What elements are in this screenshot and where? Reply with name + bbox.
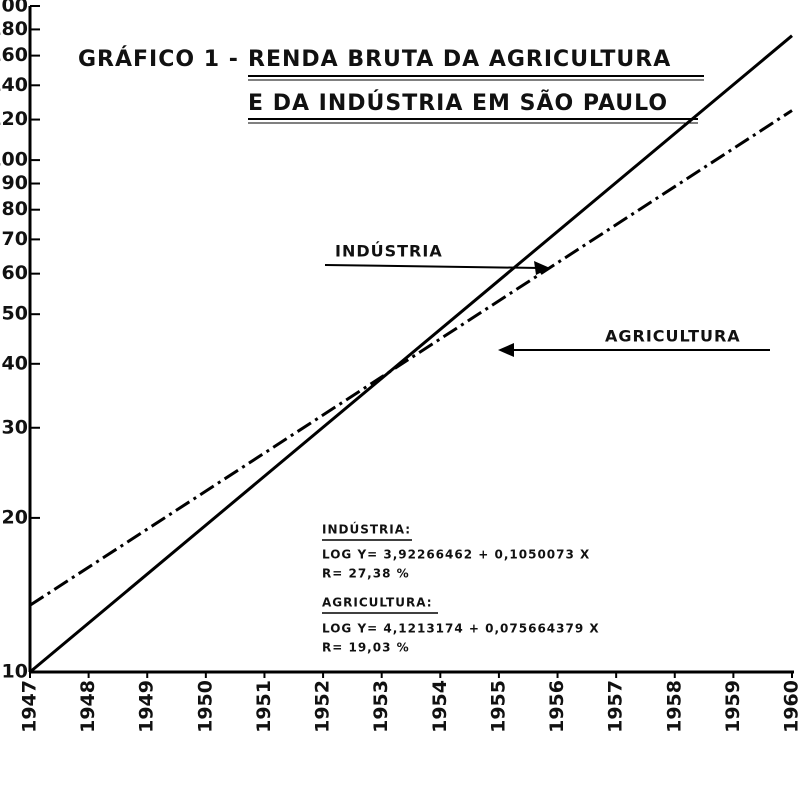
arrow-head	[498, 343, 514, 357]
y-tick-label: 80	[2, 198, 28, 220]
arrow-head	[534, 261, 550, 275]
formula: LOG Y= 3,92266462 + 0,1050073 X	[322, 548, 590, 562]
formula: R= 19,03 %	[322, 641, 410, 655]
x-tick-label: 1949	[136, 680, 158, 733]
x-tick-label: 1952	[312, 680, 334, 733]
y-tick-label: 50	[2, 303, 28, 325]
y-tick-label: 140	[0, 74, 28, 96]
x-tick-label: 1951	[253, 680, 275, 733]
arrow	[324, 264, 541, 269]
y-tick-label: 180	[0, 18, 28, 40]
y-tick-label: 160	[0, 44, 28, 66]
formula-heading: INDÚSTRIA:	[322, 522, 411, 537]
x-tick-label: 1959	[722, 680, 744, 733]
series-line	[29, 109, 793, 607]
y-tick-label: 30	[2, 416, 28, 438]
y-tick-label: 120	[0, 108, 28, 130]
formula: R= 27,38 %	[322, 567, 410, 581]
formula: LOG Y= 4,1213174 + 0,075664379 X	[322, 622, 600, 636]
x-tick-label: 1956	[546, 680, 568, 733]
series-line	[29, 34, 793, 674]
x-tick-label: 1953	[370, 680, 392, 733]
x-tick-label: 1960	[781, 680, 800, 733]
y-tick-label: 200	[0, 0, 28, 17]
y-tick-label: 20	[2, 506, 28, 528]
x-tick-label: 1947	[19, 680, 41, 733]
chart-title: RENDA BRUTA DA AGRICULTURA	[248, 47, 671, 72]
formula-heading: AGRICULTURA:	[322, 596, 433, 610]
x-tick-label: 1957	[605, 680, 627, 733]
x-tick-label: 1955	[487, 680, 509, 733]
chart-title: GRÁFICO 1 -	[78, 46, 239, 72]
series-label: AGRICULTURA	[605, 327, 741, 346]
x-tick-label: 1948	[77, 680, 99, 733]
y-tick-label: 10	[2, 661, 28, 683]
x-tick-label: 1958	[663, 680, 685, 733]
y-tick-label: 70	[2, 228, 28, 250]
x-tick-label: 1954	[429, 680, 451, 733]
y-tick-label: 90	[2, 172, 28, 194]
y-tick-label: 40	[2, 352, 28, 374]
y-tick-label: 100	[0, 149, 28, 171]
chart-title: E DA INDÚSTRIA EM SÃO PAULO	[248, 90, 668, 116]
series-label: INDÚSTRIA	[335, 242, 443, 261]
x-tick-label: 1950	[194, 680, 216, 733]
y-tick-label: 60	[2, 262, 28, 284]
